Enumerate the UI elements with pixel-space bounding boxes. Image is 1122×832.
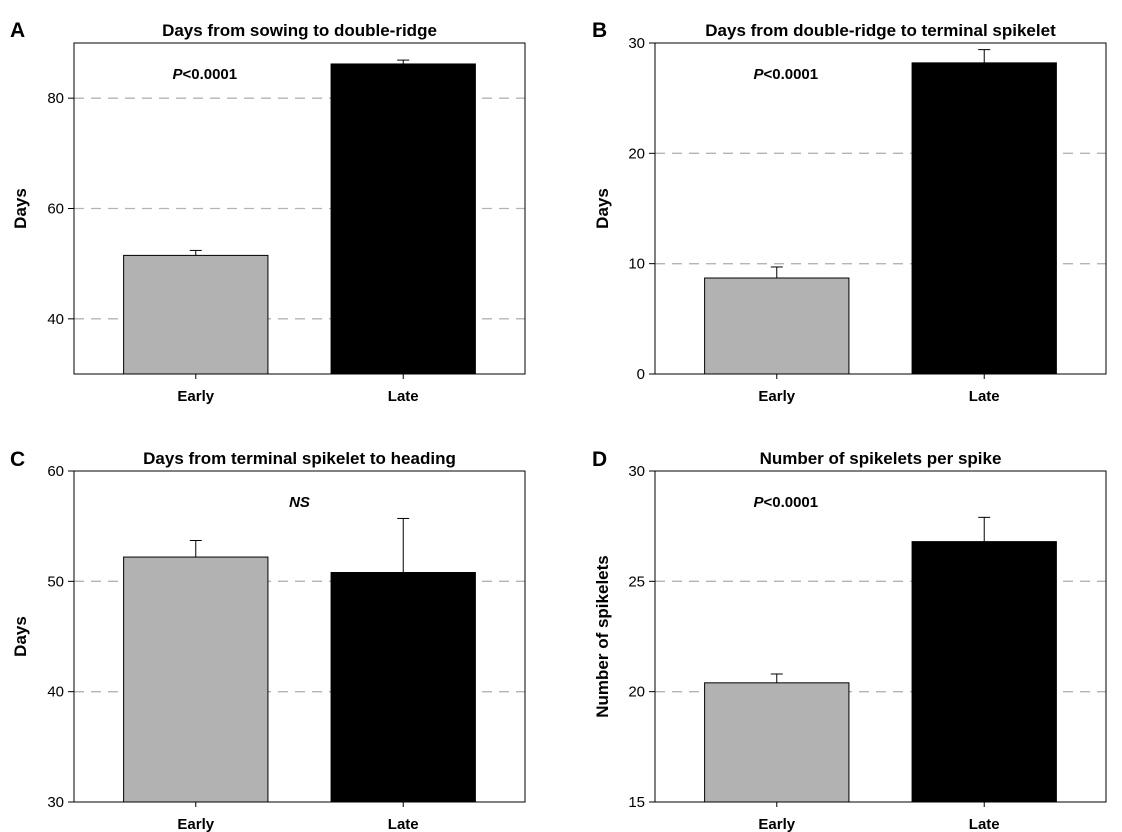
bar-late	[911, 62, 1057, 375]
chart-panel-c: Early Late 30 40 50 60 Days from terminal spik…	[10, 448, 526, 832]
annotation-rest: <0.0001	[763, 66, 818, 83]
x-tick-label: Late	[388, 388, 419, 405]
x-tick-label: Early	[758, 816, 795, 832]
x-tick-label: Early	[177, 388, 214, 405]
panel-letter: A	[10, 19, 25, 42]
plot-frame	[654, 470, 1107, 803]
y-axis-label: Number of spikelets	[593, 555, 612, 718]
annotation-italic: P	[172, 66, 183, 83]
bar-late	[911, 541, 1057, 803]
chart-title: Days from sowing to double-ridge	[162, 21, 437, 40]
y-tick-label: 60	[47, 201, 64, 218]
y-tick-label: 40	[47, 311, 64, 328]
y-axis-label: Days	[593, 188, 612, 229]
y-tick-label: 30	[628, 463, 645, 480]
chart-panel-b: Early Late 0 10 20 30 Days from double-ridge t…	[592, 19, 1107, 405]
annotation-italic: P	[753, 66, 764, 83]
y-tick-label: 25	[628, 573, 645, 590]
annotation-rest: <0.0001	[182, 66, 237, 83]
y-tick-label: 40	[47, 684, 64, 701]
y-tick-label: 15	[628, 794, 645, 811]
y-tick-label: 30	[47, 794, 64, 811]
bar-early	[704, 682, 850, 803]
bar-early	[123, 556, 269, 803]
bar-early	[123, 254, 269, 375]
y-tick-label: 50	[47, 573, 64, 590]
chart-title: Number of spikelets per spike	[760, 449, 1002, 468]
y-tick-label: 30	[628, 35, 645, 52]
y-tick-label: 0	[637, 366, 645, 383]
panel-letter: B	[592, 19, 607, 42]
y-tick-label: 10	[628, 256, 645, 273]
bar-late	[330, 63, 476, 375]
plot-frame	[654, 42, 1107, 375]
y-tick-label: 20	[628, 145, 645, 162]
chart-title: Days from terminal spikelet to heading	[143, 449, 456, 468]
x-tick-label: Early	[177, 816, 214, 832]
plot-frame	[73, 470, 526, 803]
annotation-rest: <0.0001	[763, 494, 818, 511]
annotation-italic: NS	[289, 494, 310, 511]
significance-annotation: P<0.0001	[753, 66, 818, 83]
y-tick-label: 80	[47, 90, 64, 107]
y-tick-label: 60	[47, 463, 64, 480]
x-tick-label: Late	[969, 816, 1000, 832]
x-tick-label: Early	[758, 388, 795, 405]
chart-panel-d: Early Late 15 20 25 30 Number of spikelets per…	[592, 448, 1107, 832]
significance-annotation: P<0.0001	[753, 494, 818, 511]
chart-title: Days from double-ridge to terminal spike…	[705, 21, 1056, 40]
y-tick-label: 20	[628, 684, 645, 701]
x-tick-label: Late	[969, 388, 1000, 405]
x-tick-label: Late	[388, 816, 419, 832]
panel-letter: D	[592, 448, 607, 471]
bar-late	[330, 572, 476, 803]
y-axis-label: Days	[11, 616, 30, 657]
panel-letter: C	[10, 448, 25, 471]
chart-panel-a: Early Late 40 60 80 Days from sowing to doubl…	[10, 19, 526, 405]
bar-early	[704, 277, 850, 375]
significance-annotation: P<0.0001	[172, 66, 237, 83]
annotation-italic: P	[753, 494, 764, 511]
significance-annotation: NS	[289, 494, 310, 511]
y-axis-label: Days	[11, 188, 30, 229]
